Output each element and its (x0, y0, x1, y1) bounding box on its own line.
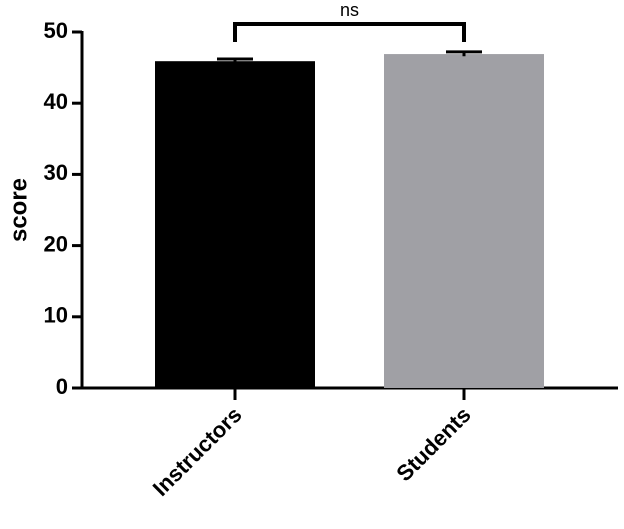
y-tick-label: 10 (44, 303, 68, 328)
y-tick-label: 40 (44, 89, 68, 114)
x-tick-label: Students (391, 402, 475, 486)
y-tick-label: 0 (56, 374, 68, 399)
bar (384, 54, 544, 389)
y-axis-label: score (5, 178, 32, 242)
bar (155, 61, 315, 388)
significance-label: ns (340, 0, 359, 20)
y-tick-label: 20 (44, 231, 68, 256)
significance-bracket (233, 22, 466, 42)
error-bar (446, 50, 482, 57)
y-tick-label: 50 (44, 18, 68, 43)
x-tick-label: Instructors (148, 402, 247, 501)
y-tick-label: 30 (44, 160, 68, 185)
error-bar (217, 57, 253, 64)
